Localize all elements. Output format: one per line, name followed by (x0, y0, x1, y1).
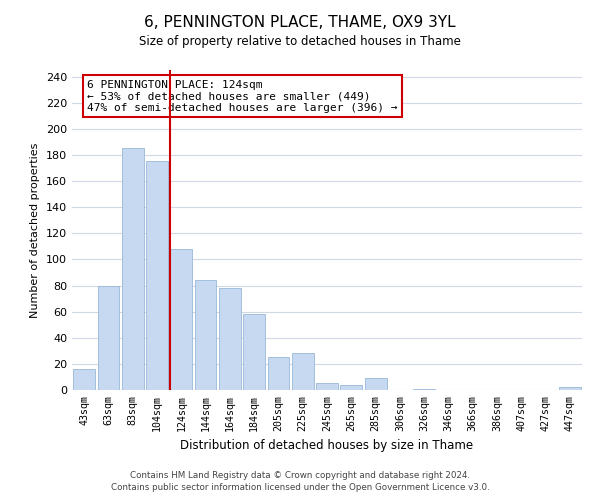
Bar (122, 148, 143, 390)
Bar (146, 162, 168, 390)
X-axis label: Distribution of detached houses by size in Thame: Distribution of detached houses by size … (181, 439, 473, 452)
Text: 6 PENNINGTON PLACE: 124sqm
← 53% of detached houses are smaller (449)
47% of sem: 6 PENNINGTON PLACE: 124sqm ← 53% of deta… (88, 80, 398, 113)
Bar (97, 286, 119, 390)
Text: Contains public sector information licensed under the Open Government Licence v3: Contains public sector information licen… (110, 484, 490, 492)
Y-axis label: Number of detached properties: Number of detached properties (31, 142, 40, 318)
Bar (292, 354, 314, 390)
Text: Size of property relative to detached houses in Thame: Size of property relative to detached ho… (139, 35, 461, 48)
Bar (316, 384, 338, 390)
Bar (73, 369, 95, 390)
Bar (194, 280, 217, 390)
Bar (559, 388, 581, 390)
Text: Contains HM Land Registry data © Crown copyright and database right 2024.: Contains HM Land Registry data © Crown c… (130, 471, 470, 480)
Bar (340, 385, 362, 390)
Bar (219, 288, 241, 390)
Bar (365, 378, 386, 390)
Bar (268, 358, 289, 390)
Bar (413, 388, 435, 390)
Bar (170, 249, 192, 390)
Bar (243, 314, 265, 390)
Text: 6, PENNINGTON PLACE, THAME, OX9 3YL: 6, PENNINGTON PLACE, THAME, OX9 3YL (144, 15, 456, 30)
